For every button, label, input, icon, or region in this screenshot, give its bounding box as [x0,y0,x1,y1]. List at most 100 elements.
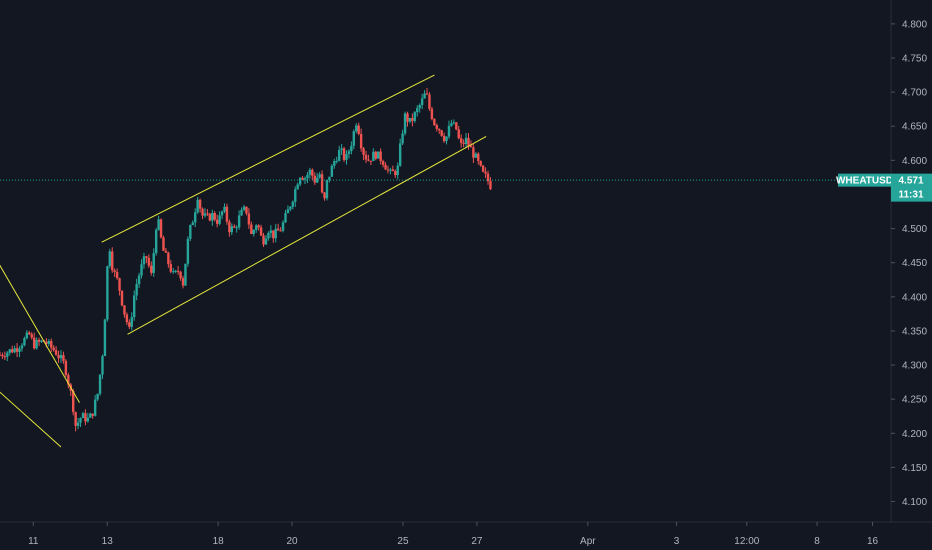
last-price-tag[interactable]: 4.571 11:31 [891,173,932,202]
candle [296,182,299,190]
candle [113,268,116,278]
candle [220,210,224,220]
candle [101,354,104,379]
candles-layer [0,87,492,432]
candle [159,218,163,239]
candle [62,351,65,364]
candle [352,129,356,150]
candle [374,150,377,161]
candle [162,235,165,251]
time-tick-label: 27 [471,536,483,547]
symbol-tag-background [838,173,891,187]
price-tick-label: 4.200 [902,429,927,440]
price-tick-label: 4.300 [902,361,927,372]
candle [213,211,216,222]
trend-line[interactable] [0,259,80,403]
candle [486,170,490,185]
candle [311,168,314,181]
candle [81,411,85,419]
candle [223,203,226,214]
price-tick-label: 4.800 [902,19,927,30]
candle [230,223,234,236]
candle [413,111,417,123]
candle [467,133,470,150]
candle [181,275,185,289]
candle [50,338,53,353]
candle [259,224,263,237]
trend-line[interactable] [127,136,487,335]
candle [194,208,197,228]
candle [137,272,141,288]
candle [318,171,321,179]
candle [89,412,92,418]
candle [59,350,63,363]
candle [150,261,153,276]
time-tick-label: 11 [28,536,39,547]
candle [1,352,4,360]
candle [20,343,24,352]
time-tick-label: 16 [867,536,879,547]
candle [464,132,468,148]
candle [140,259,143,279]
candle [79,417,82,427]
candle [342,146,346,163]
candle [52,345,55,352]
candle [72,388,75,416]
trend-line[interactable] [0,389,62,448]
candle [37,337,41,346]
candle [84,409,87,426]
candle [469,140,473,148]
candle [438,128,441,135]
candle [54,346,58,356]
time-axis[interactable]: 11 13 18 20 25 27 Apr 3 12:00 8 16 [0,521,932,547]
candle [377,151,380,159]
candle [479,160,482,167]
candle [169,260,173,274]
bar-countdown: 11:31 [898,190,923,201]
candle [340,144,343,156]
candle [255,224,258,233]
candle [257,224,260,231]
candle [3,351,7,361]
candle [447,120,451,139]
candle [355,123,358,134]
candle [130,312,133,331]
candle [276,223,280,231]
symbol-price-tag[interactable]: WHEATUSD [836,173,893,187]
time-tick-label: 18 [213,536,225,547]
candle [262,232,265,247]
candle [93,394,97,417]
last-price-tag-background [891,173,932,202]
candle [35,337,38,350]
candle [40,339,43,344]
candle [0,351,2,356]
candle [25,330,29,340]
candle [323,191,326,201]
time-tick-label: 12:00 [734,536,759,547]
candle [235,225,238,233]
price-axis[interactable]: 4.8004.7504.7004.6504.6004.5504.5004.450… [890,0,927,522]
candle [30,332,33,340]
candle [333,158,336,169]
candle [291,200,295,210]
price-tick-label: 4.100 [902,497,927,508]
candle [347,149,351,159]
candle [264,235,268,246]
time-tick-label: 13 [102,536,114,547]
candle [423,90,426,99]
candle [274,224,277,243]
trend-line[interactable] [101,74,435,243]
candle [330,164,334,177]
candle [147,254,151,268]
candle [391,165,395,172]
candle [420,93,424,110]
candle [128,319,131,330]
candle [418,103,421,113]
time-tick-label: 25 [397,536,409,547]
candle [164,247,168,253]
candle [484,167,487,178]
candle [303,176,307,185]
candle [337,145,341,162]
